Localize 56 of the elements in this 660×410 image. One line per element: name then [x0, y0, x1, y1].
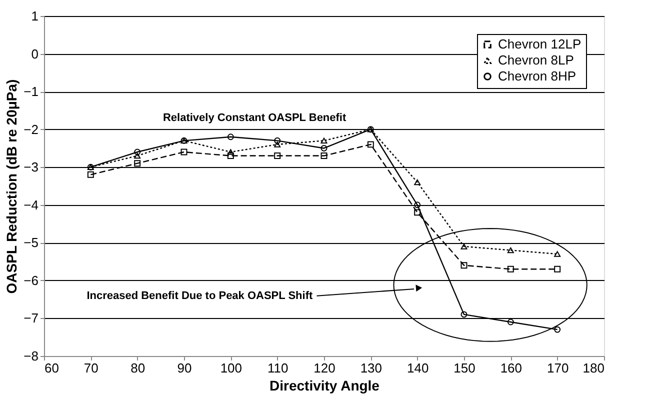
point — [227, 134, 234, 140]
point — [134, 148, 141, 156]
point — [274, 142, 281, 148]
y-tick-label: −6 — [24, 272, 38, 288]
y-tick-label: 1 — [31, 8, 38, 24]
y-tick-label: −8 — [24, 348, 38, 364]
y-tick-label: −4 — [24, 197, 38, 212]
x-tick-label: 110 — [267, 360, 288, 376]
x-tick-label: 130 — [360, 360, 382, 376]
legend-label: Chevron 8LP — [498, 52, 574, 68]
point — [134, 160, 141, 167]
point — [414, 179, 421, 186]
legend-label: Chevron 12LP — [498, 36, 582, 52]
x-tick-label: 150 — [454, 360, 476, 376]
point — [460, 262, 468, 269]
x-tick-label: 90 — [177, 360, 192, 376]
point — [87, 171, 94, 178]
y-tick-label: −2 — [24, 122, 38, 137]
point — [367, 141, 374, 148]
point — [320, 144, 328, 152]
point — [507, 318, 514, 326]
point — [320, 138, 328, 144]
point — [414, 209, 421, 216]
point — [227, 152, 234, 160]
x-tick-label: 100 — [220, 360, 242, 376]
point — [554, 251, 561, 257]
x-tick-label: 170 — [546, 360, 569, 376]
y-axis-title: OASPL Reduction (dB re 20μPa) — [4, 79, 20, 294]
point — [554, 266, 561, 272]
x-tick-label: 80 — [130, 360, 146, 376]
y-tick-label: −7 — [24, 310, 38, 326]
x-tick-label: 60 — [44, 360, 59, 376]
annotation: Increased Benefit Due to Peak OASPL Shift — [86, 290, 313, 302]
x-tick-label: 70 — [84, 360, 98, 376]
x-tick-label: 180 — [582, 360, 604, 376]
point — [414, 202, 421, 208]
x-tick-label: 140 — [406, 360, 429, 376]
point — [507, 247, 514, 254]
point — [320, 152, 328, 160]
point — [180, 148, 188, 156]
point — [507, 266, 514, 272]
point — [460, 311, 468, 318]
y-tick-label: 0 — [31, 46, 38, 62]
legend-label: Chevron 8HP — [498, 68, 576, 84]
point — [274, 152, 281, 160]
annotation: Relatively Constant OASPL Benefit — [162, 112, 346, 124]
x-tick-label: 160 — [500, 360, 522, 376]
point — [274, 137, 281, 144]
x-tick-label: 120 — [314, 360, 336, 376]
point — [460, 244, 468, 250]
y-tick-label: −1 — [24, 84, 38, 100]
x-axis-title: Directivity Angle — [270, 378, 380, 394]
y-tick-label: −3 — [24, 160, 38, 175]
point — [227, 149, 234, 155]
point — [134, 152, 141, 159]
y-tick-label: −5 — [24, 235, 38, 250]
